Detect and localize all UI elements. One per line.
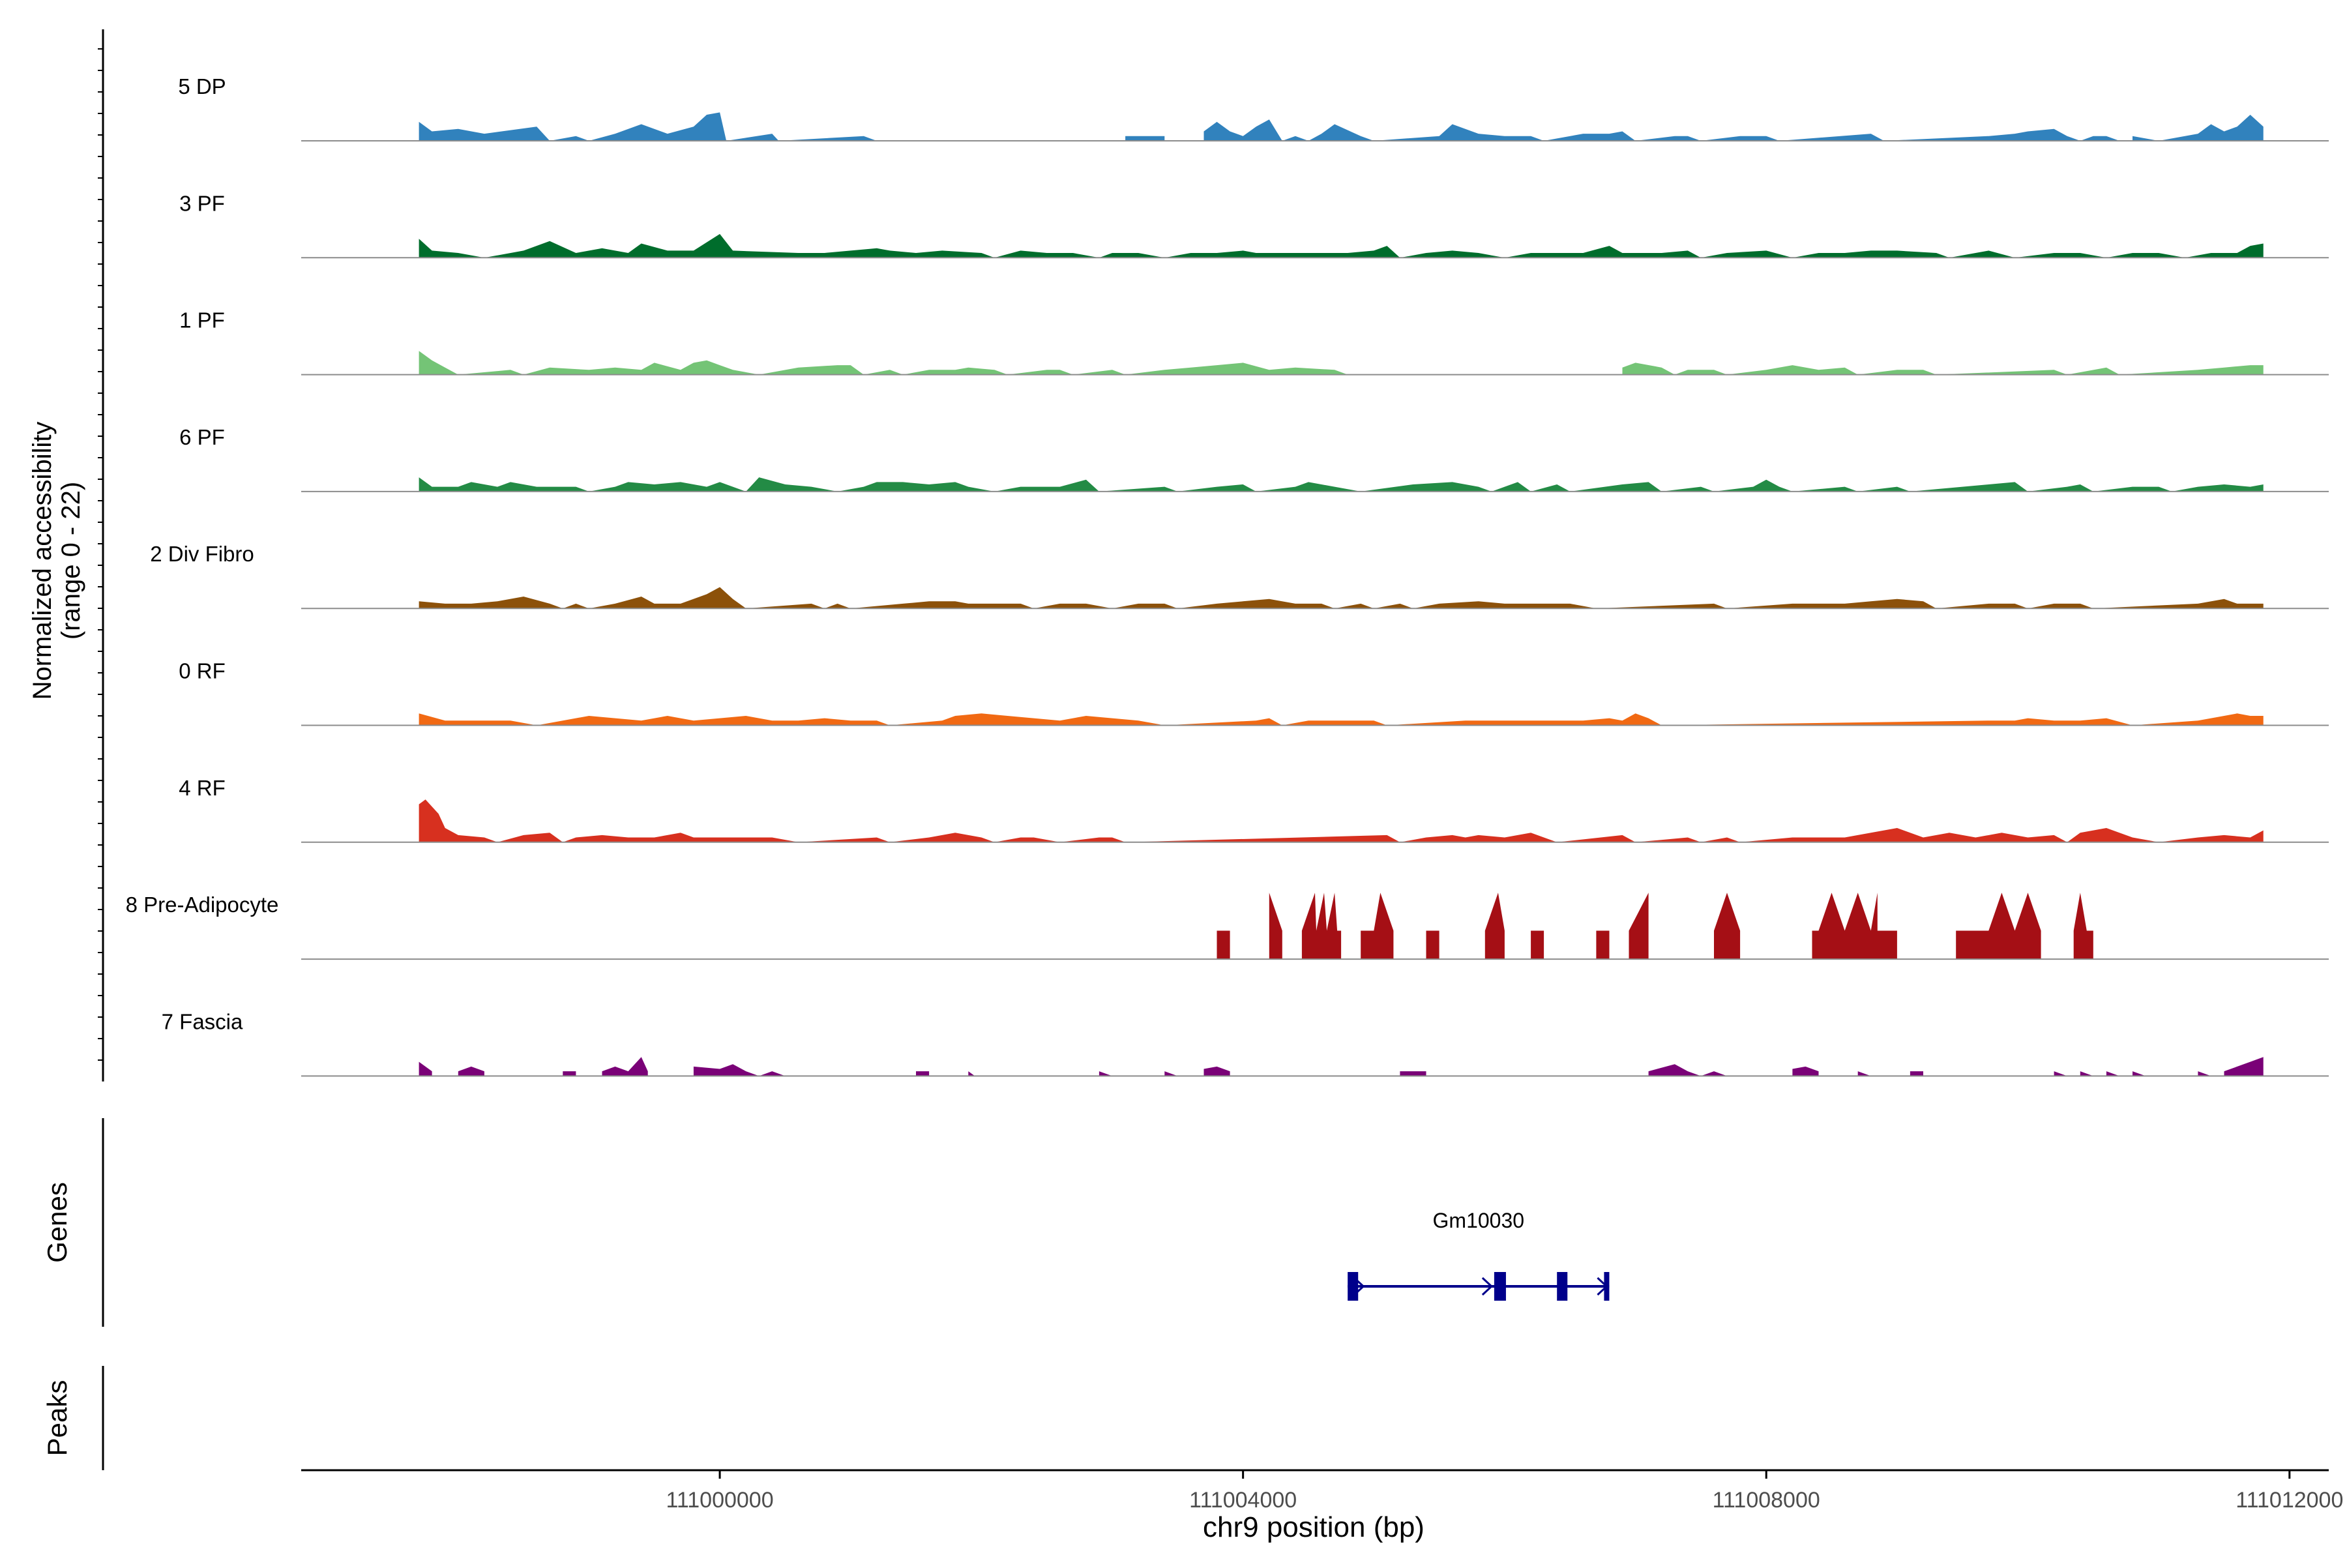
coverage-tracks: 5 DP 3 PF 1 PF 6 PF 2 Div Fibro 0 RF 4 RF 8 Pre… [126,74,2329,1077]
gene-strand-arrow [1481,1277,1494,1296]
x-axis-ticks: 111000000 111004000 111008000 111012000 [666,1470,2343,1513]
gene-exon [1348,1272,1359,1301]
peaks-axis-label: Peaks [42,1380,72,1457]
gene-exon [1604,1272,1610,1301]
coverage-area-8-pre-adipocyte [1217,893,2093,960]
genes-axis-label: Genes [42,1182,72,1263]
track-5-dp: 5 DP [178,74,2329,141]
x-axis-label: chr9 position (bp) [1203,1511,1424,1543]
x-axis-tick-label: 111012000 [2236,1488,2343,1513]
coverage-area-5-dp [419,112,2264,141]
coverage-y-axis [98,29,104,1082]
track-label: 1 PF [179,308,225,333]
track-label: 8 Pre-Adipocyte [126,893,279,917]
coverage-area-1-pf [419,351,2264,375]
track-1-pf: 1 PF [179,308,2329,376]
track-4-rf: 4 RF [179,776,2329,843]
coverage-area-2-div-fibro [419,587,2264,609]
gene-track: Gm10030 [1348,1209,1610,1301]
x-axis-tick-label: 111000000 [666,1488,773,1513]
track-8-pre-adipocyte: 8 Pre-Adipocyte [126,893,2329,960]
track-2-div-fibro: 2 Div Fibro [150,542,2329,610]
track-0-rf: 0 RF [179,659,2329,726]
coverage-area-6-pf [419,477,2264,492]
track-label: 2 Div Fibro [150,542,254,566]
coverage-area-0-rf [419,713,2264,726]
track-label: 5 DP [178,74,226,98]
y-axis-label-line1: Normalized accessibility [28,422,57,700]
track-3-pf: 3 PF [179,191,2329,259]
gene-exon [1494,1272,1506,1301]
track-label: 0 RF [179,659,226,683]
track-label: 7 Fascia [162,1009,243,1033]
y-axis-label-line2: (range 0 - 22) [57,482,85,640]
track-label: 4 RF [179,776,226,800]
track-label: 3 PF [179,191,225,215]
coverage-area-3-pf [419,233,2264,258]
gene-name-label: Gm10030 [1433,1209,1525,1232]
coverage-area-4-rf [419,799,2264,842]
track-label: 6 PF [179,425,225,449]
coverage-area-7-fascia [419,1057,2264,1076]
gene-exon [1557,1272,1568,1301]
track-7-fascia: 7 Fascia [162,1009,2329,1077]
track-6-pf: 6 PF [179,425,2329,492]
x-axis-tick-label: 111004000 [1189,1488,1297,1513]
x-axis-tick-label: 111008000 [1713,1488,1820,1513]
